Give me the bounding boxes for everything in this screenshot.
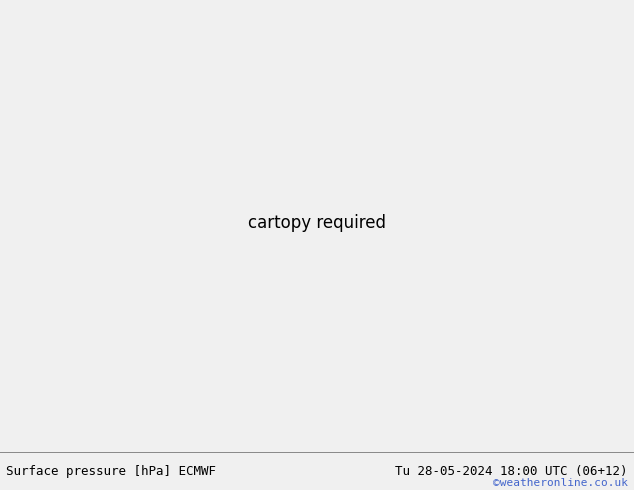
Text: Tu 28-05-2024 18:00 UTC (06+12): Tu 28-05-2024 18:00 UTC (06+12) [395, 466, 628, 478]
Text: cartopy required: cartopy required [248, 215, 386, 232]
Text: Surface pressure [hPa] ECMWF: Surface pressure [hPa] ECMWF [6, 466, 216, 478]
Text: ©weatheronline.co.uk: ©weatheronline.co.uk [493, 478, 628, 488]
